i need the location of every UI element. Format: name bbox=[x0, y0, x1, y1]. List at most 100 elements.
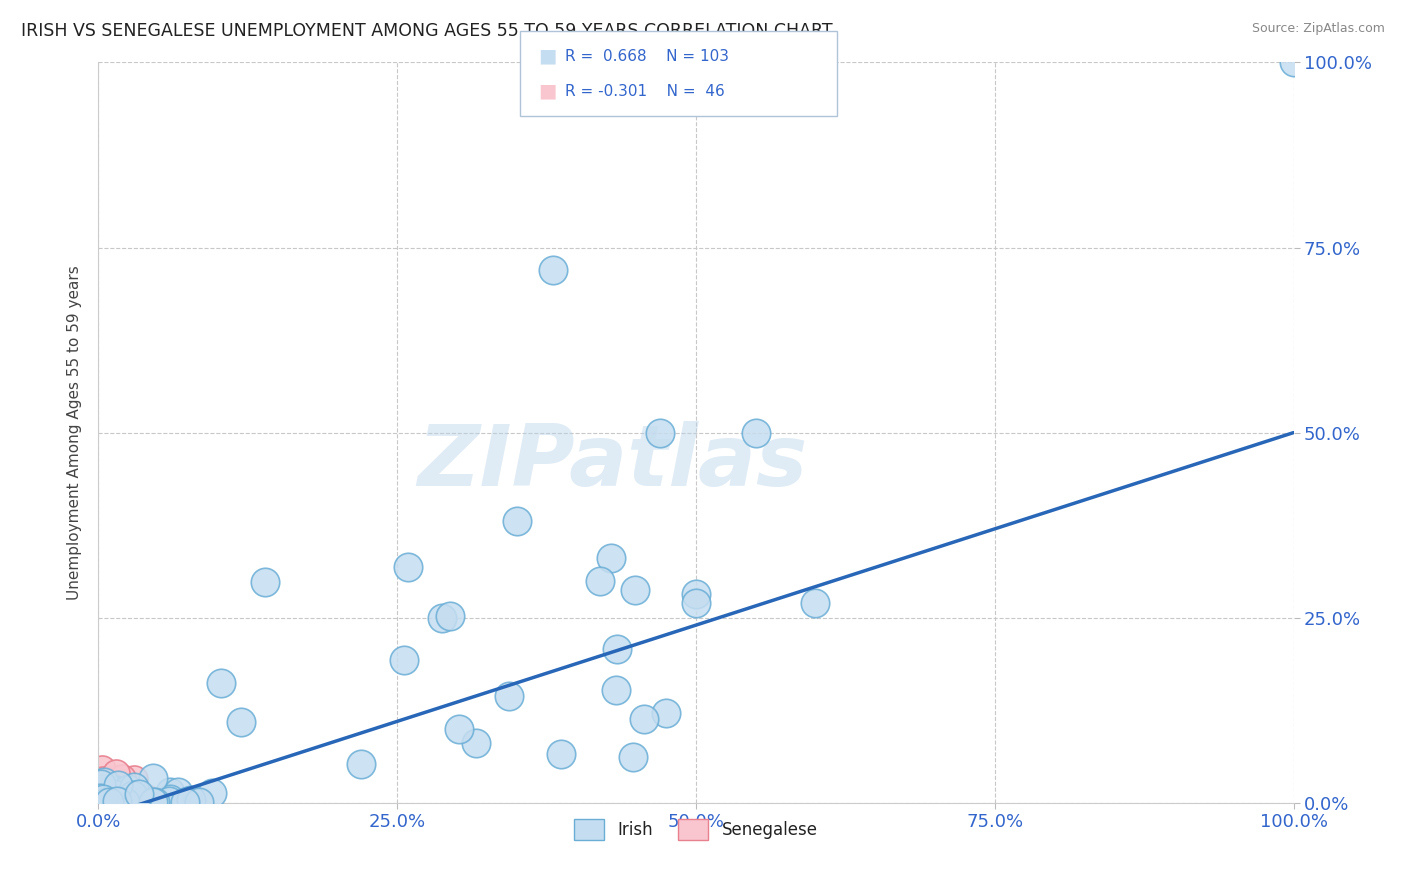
Y-axis label: Unemployment Among Ages 55 to 59 years: Unemployment Among Ages 55 to 59 years bbox=[66, 265, 82, 600]
Point bbox=[107, 791, 129, 805]
Point bbox=[633, 712, 655, 726]
Point bbox=[96, 789, 118, 803]
Point bbox=[105, 766, 128, 780]
Point bbox=[93, 790, 115, 805]
Point bbox=[111, 795, 134, 809]
Point bbox=[177, 794, 200, 808]
Point bbox=[91, 772, 114, 787]
Point bbox=[90, 792, 112, 806]
Point bbox=[87, 795, 110, 809]
Point bbox=[128, 793, 150, 807]
Point bbox=[94, 792, 117, 806]
Point bbox=[229, 715, 252, 730]
Point bbox=[104, 790, 127, 805]
Point bbox=[112, 789, 135, 803]
Point bbox=[125, 789, 148, 804]
Point bbox=[103, 772, 125, 786]
Point bbox=[110, 789, 132, 804]
Point bbox=[90, 789, 112, 803]
Point bbox=[89, 789, 111, 804]
Point bbox=[804, 596, 827, 610]
Point bbox=[105, 795, 128, 809]
Point bbox=[98, 792, 121, 806]
Point bbox=[124, 791, 146, 805]
Point bbox=[91, 791, 114, 805]
Point bbox=[745, 425, 768, 440]
Point bbox=[89, 791, 111, 805]
Point bbox=[253, 575, 276, 590]
Point bbox=[101, 793, 124, 807]
Point bbox=[112, 788, 135, 802]
Point bbox=[107, 793, 129, 807]
Point bbox=[685, 586, 707, 600]
Point bbox=[111, 771, 134, 785]
Point bbox=[97, 795, 120, 809]
Point bbox=[589, 574, 612, 588]
Point bbox=[655, 706, 678, 720]
Point bbox=[107, 790, 129, 805]
Point bbox=[107, 793, 129, 807]
Point bbox=[96, 795, 118, 809]
Point bbox=[209, 675, 232, 690]
Point bbox=[117, 782, 139, 797]
Point bbox=[97, 794, 120, 808]
Point bbox=[104, 795, 127, 809]
Point bbox=[142, 771, 165, 785]
Point bbox=[91, 795, 114, 809]
Point bbox=[159, 792, 181, 806]
Point bbox=[101, 782, 124, 797]
Text: ZIPatlas: ZIPatlas bbox=[418, 421, 807, 504]
Point bbox=[187, 795, 209, 809]
Point bbox=[464, 736, 486, 750]
Point bbox=[98, 795, 121, 809]
Point bbox=[606, 642, 628, 657]
Point bbox=[91, 762, 114, 776]
Point bbox=[121, 790, 143, 805]
Text: IRISH VS SENEGALESE UNEMPLOYMENT AMONG AGES 55 TO 59 YEARS CORRELATION CHART: IRISH VS SENEGALESE UNEMPLOYMENT AMONG A… bbox=[21, 22, 832, 40]
Point bbox=[96, 788, 118, 802]
Text: Source: ZipAtlas.com: Source: ZipAtlas.com bbox=[1251, 22, 1385, 36]
Point bbox=[506, 515, 529, 529]
Point bbox=[685, 596, 707, 610]
Text: ■: ■ bbox=[538, 81, 557, 101]
Legend: Irish, Senegalese: Irish, Senegalese bbox=[568, 813, 824, 847]
Point bbox=[115, 789, 138, 804]
Point bbox=[120, 793, 142, 807]
Point bbox=[93, 775, 115, 789]
Point bbox=[108, 794, 131, 808]
Point bbox=[91, 779, 114, 793]
Point bbox=[621, 750, 644, 764]
Point bbox=[97, 793, 120, 807]
Text: ■: ■ bbox=[538, 46, 557, 66]
Point bbox=[97, 795, 120, 809]
Point bbox=[101, 791, 124, 805]
Point bbox=[132, 792, 155, 806]
Point bbox=[104, 795, 127, 809]
Point bbox=[89, 795, 111, 809]
Point bbox=[103, 792, 125, 806]
Point bbox=[90, 789, 112, 804]
Point bbox=[167, 785, 190, 799]
Point bbox=[98, 795, 121, 809]
Point bbox=[125, 789, 148, 803]
Point bbox=[89, 793, 111, 807]
Point bbox=[131, 795, 153, 809]
Point bbox=[91, 795, 114, 809]
Point bbox=[120, 793, 142, 807]
Point bbox=[93, 795, 115, 809]
Point bbox=[125, 793, 148, 807]
Point bbox=[90, 780, 112, 795]
Point bbox=[103, 795, 125, 809]
Point bbox=[600, 551, 623, 566]
Point bbox=[89, 795, 111, 809]
Point bbox=[122, 772, 145, 786]
Point bbox=[110, 795, 132, 809]
Point bbox=[1282, 55, 1305, 70]
Point bbox=[114, 795, 136, 809]
Point bbox=[135, 791, 157, 805]
Text: R = -0.301    N =  46: R = -0.301 N = 46 bbox=[565, 84, 725, 98]
Point bbox=[432, 611, 454, 625]
Point bbox=[142, 795, 165, 809]
Point bbox=[623, 582, 645, 597]
Point bbox=[138, 793, 160, 807]
